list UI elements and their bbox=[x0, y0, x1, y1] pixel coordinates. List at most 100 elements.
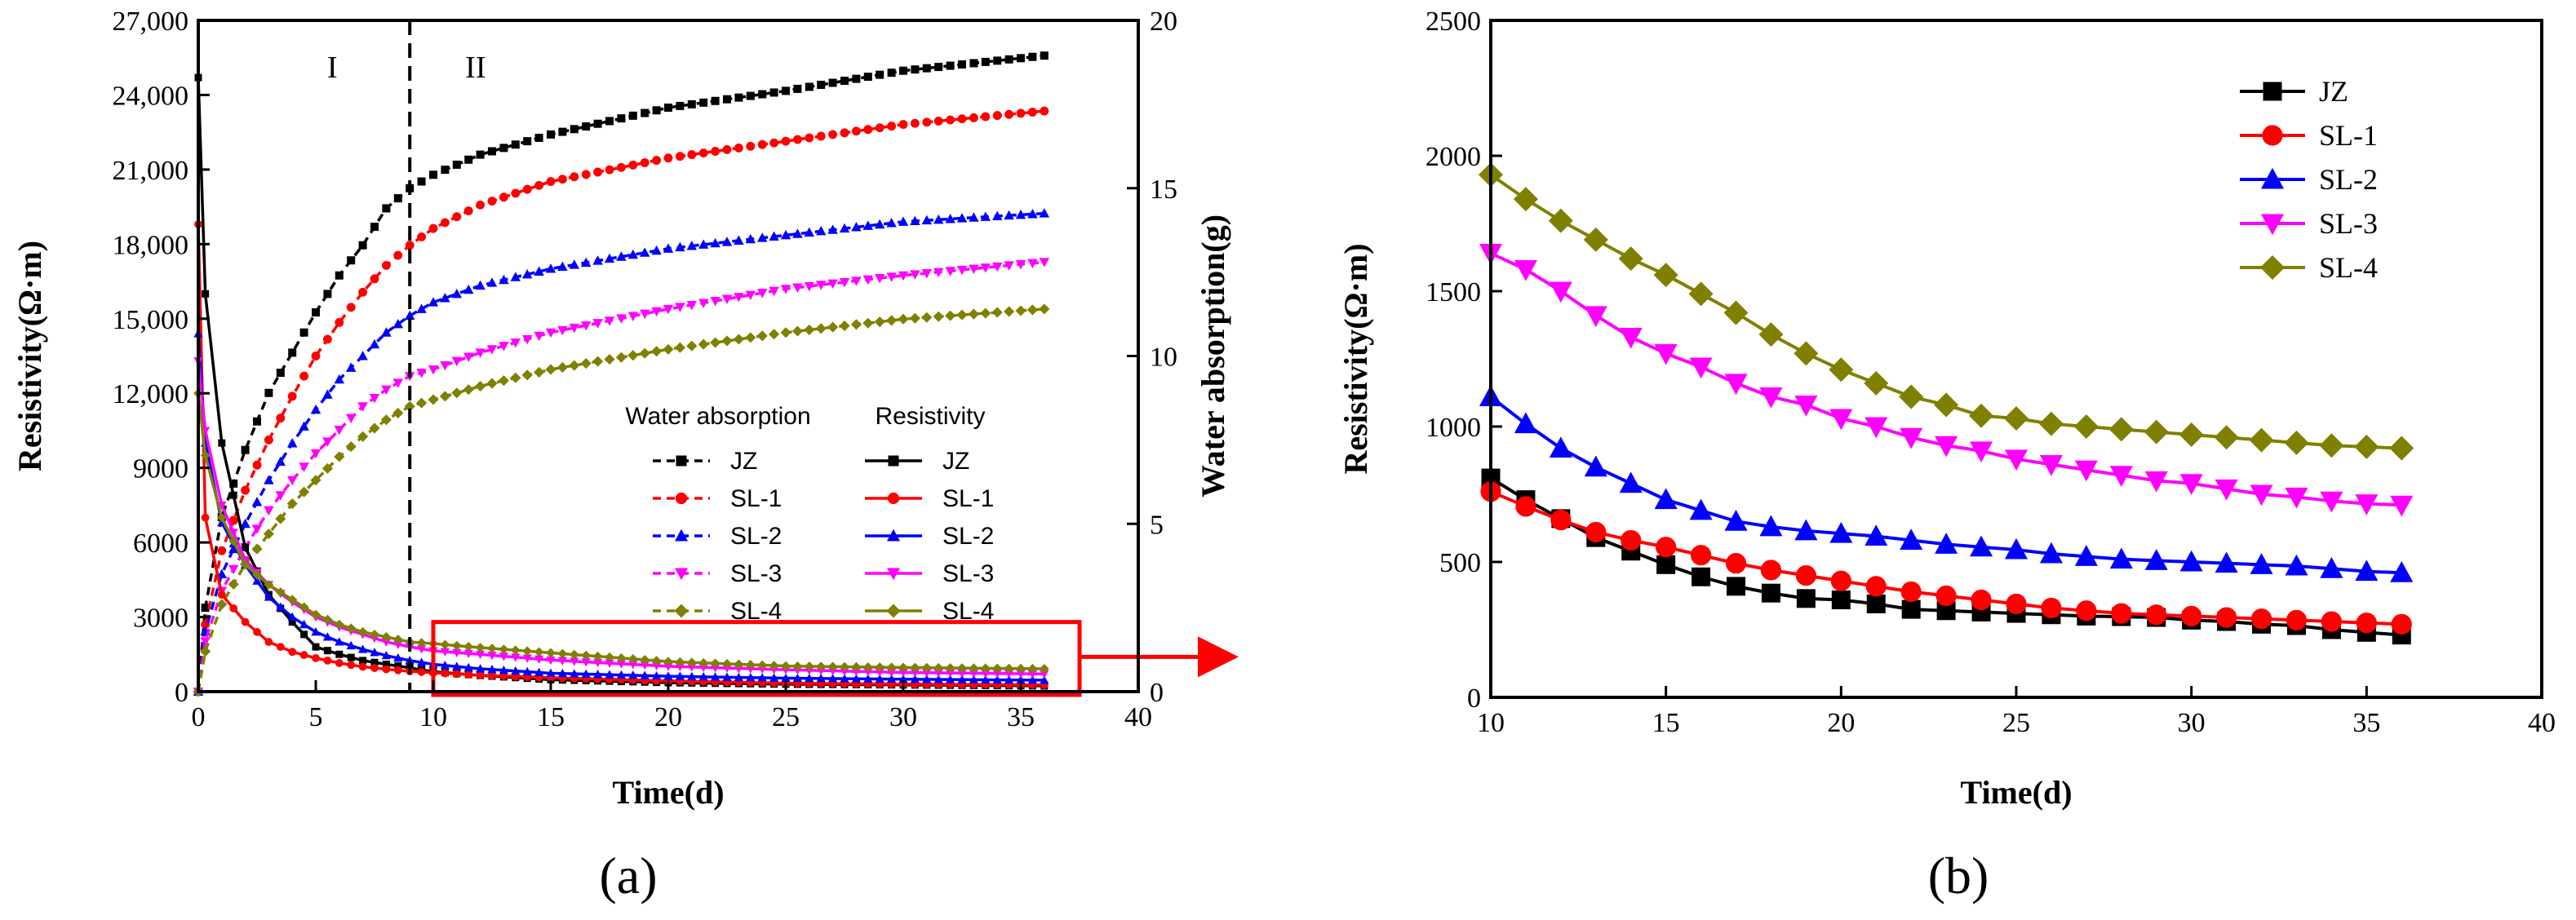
point-SL-1 bbox=[1830, 570, 1851, 591]
y-tick-label-a: 27,000 bbox=[113, 7, 189, 37]
water-point-SL-1 bbox=[217, 546, 227, 555]
resistivity-point-SL-2 bbox=[734, 672, 744, 682]
water-point-SL-4 bbox=[1026, 304, 1038, 316]
x-tick-label-a: 25 bbox=[772, 702, 800, 732]
stage-label-2: II bbox=[465, 51, 485, 85]
water-point-SL-1 bbox=[1016, 108, 1026, 118]
water-point-SL-3 bbox=[251, 524, 263, 534]
water-point-SL-3 bbox=[345, 414, 357, 424]
water-point-SL-2 bbox=[862, 220, 874, 230]
y-tick-label-a: 3000 bbox=[133, 604, 188, 634]
chart-b: 10 15 20 25 30 35 40 0 500 1000 1500 2000 2500 Time(d… bbox=[1337, 7, 2556, 811]
water-point-SL-4 bbox=[769, 329, 780, 340]
point-SL-1 bbox=[2111, 603, 2132, 624]
water-point-SL-1 bbox=[816, 131, 826, 141]
water-point-JZ bbox=[782, 86, 790, 95]
water-line-SL-3 bbox=[197, 260, 1044, 692]
water-point-JZ bbox=[769, 88, 778, 97]
resistivity-point-SL-4 bbox=[640, 655, 650, 665]
water-point-JZ bbox=[969, 59, 978, 68]
water-point-SL-1 bbox=[593, 167, 603, 177]
point-SL-3 bbox=[2144, 471, 2168, 493]
point-SL-2 bbox=[1935, 533, 1958, 554]
point-SL-1 bbox=[1621, 529, 1642, 551]
legend-resistivity-label-SL-3: SL-3 bbox=[942, 560, 994, 587]
resistivity-point-SL-1 bbox=[417, 668, 426, 676]
x-tick-label-b: 10 bbox=[1477, 708, 1505, 738]
water-point-SL-4 bbox=[1004, 306, 1015, 317]
resistivity-point-SL-4 bbox=[921, 662, 932, 673]
water-point-SL-3 bbox=[639, 309, 650, 320]
water-point-SL-2 bbox=[334, 374, 345, 384]
resistivity-point-SL-1 bbox=[264, 638, 273, 646]
water-point-SL-4 bbox=[521, 369, 533, 381]
water-point-SL-1 bbox=[1027, 108, 1037, 117]
water-point-SL-4 bbox=[275, 513, 286, 524]
y-tick-label-a: 24,000 bbox=[113, 81, 189, 111]
water-point-SL-1 bbox=[946, 115, 955, 125]
resistivity-point-SL-4 bbox=[781, 661, 791, 671]
resistivity-point-SL-4 bbox=[769, 661, 779, 670]
water-point-JZ bbox=[417, 177, 426, 186]
water-point-SL-2 bbox=[240, 518, 251, 529]
point-SL-2 bbox=[2390, 561, 2414, 582]
water-point-JZ bbox=[828, 78, 837, 87]
water-point-SL-1 bbox=[417, 232, 427, 241]
point-SL-3 bbox=[1970, 441, 1993, 463]
point-SL-4 bbox=[2108, 417, 2134, 442]
water-point-JZ bbox=[1017, 54, 1025, 63]
resistivity-point-JZ bbox=[218, 439, 226, 447]
water-point-JZ bbox=[1004, 55, 1013, 64]
x-tick-label-b: 25 bbox=[2002, 708, 2030, 738]
resistivity-point-SL-4 bbox=[898, 662, 908, 673]
water-point-SL-3 bbox=[804, 281, 815, 292]
resistivity-point-SL-4 bbox=[357, 626, 368, 637]
resistivity-point-SL-1 bbox=[347, 661, 356, 670]
water-point-SL-4 bbox=[416, 397, 428, 409]
resistivity-point-JZ bbox=[323, 647, 331, 655]
point-SL-3 bbox=[2250, 484, 2273, 506]
water-point-JZ bbox=[464, 155, 473, 164]
water-point-SL-1 bbox=[534, 180, 544, 190]
point-SL-4 bbox=[1829, 357, 1854, 383]
resistivity-point-SL-2 bbox=[592, 670, 603, 679]
resistivity-point-SL-2 bbox=[769, 673, 779, 682]
resistivity-point-SL-2 bbox=[511, 666, 521, 675]
point-SL-1 bbox=[1725, 553, 1747, 574]
water-point-SL-3 bbox=[286, 475, 298, 486]
water-point-SL-3 bbox=[721, 294, 733, 304]
resistivity-point-SL-4 bbox=[581, 650, 592, 661]
water-point-SL-1 bbox=[557, 175, 567, 184]
resistivity-point-SL-2 bbox=[1027, 675, 1038, 684]
water-point-SL-3 bbox=[980, 263, 991, 273]
resistivity-point-SL-4 bbox=[275, 587, 286, 597]
water-point-SL-2 bbox=[440, 293, 450, 303]
water-point-SL-2 bbox=[357, 351, 368, 360]
x-tick-label-a: 5 bbox=[309, 702, 323, 732]
water-point-SL-1 bbox=[887, 122, 897, 131]
resistivity-point-SL-2 bbox=[675, 671, 685, 680]
resistivity-point-SL-2 bbox=[981, 675, 991, 683]
panel-label-b: (b) bbox=[1928, 847, 1989, 905]
resistivity-point-SL-4 bbox=[757, 660, 768, 670]
water-point-SL-3 bbox=[921, 268, 933, 279]
resistivity-point-SL-2 bbox=[651, 670, 662, 680]
water-point-SL-1 bbox=[499, 192, 508, 202]
point-SL-2 bbox=[2250, 553, 2273, 574]
water-point-SL-2 bbox=[216, 568, 228, 578]
point-SL-2 bbox=[1549, 436, 1572, 458]
point-SL-3 bbox=[1514, 259, 1537, 281]
water-point-JZ bbox=[312, 308, 320, 317]
resistivity-point-SL-2 bbox=[440, 660, 450, 670]
point-SL-2 bbox=[1759, 515, 1783, 537]
water-point-SL-2 bbox=[969, 212, 979, 222]
point-SL-3 bbox=[2074, 460, 2098, 482]
water-point-SL-4 bbox=[710, 337, 721, 348]
y2-tick-label-a: 10 bbox=[1150, 343, 1177, 373]
resistivity-point-SL-4 bbox=[745, 660, 756, 670]
water-point-SL-2 bbox=[1039, 208, 1050, 218]
legend-resistivity-marker-SL-4 bbox=[886, 604, 901, 618]
point-SL-4 bbox=[2319, 433, 2344, 458]
water-point-JZ bbox=[253, 417, 261, 426]
resistivity-point-JZ bbox=[229, 491, 237, 499]
